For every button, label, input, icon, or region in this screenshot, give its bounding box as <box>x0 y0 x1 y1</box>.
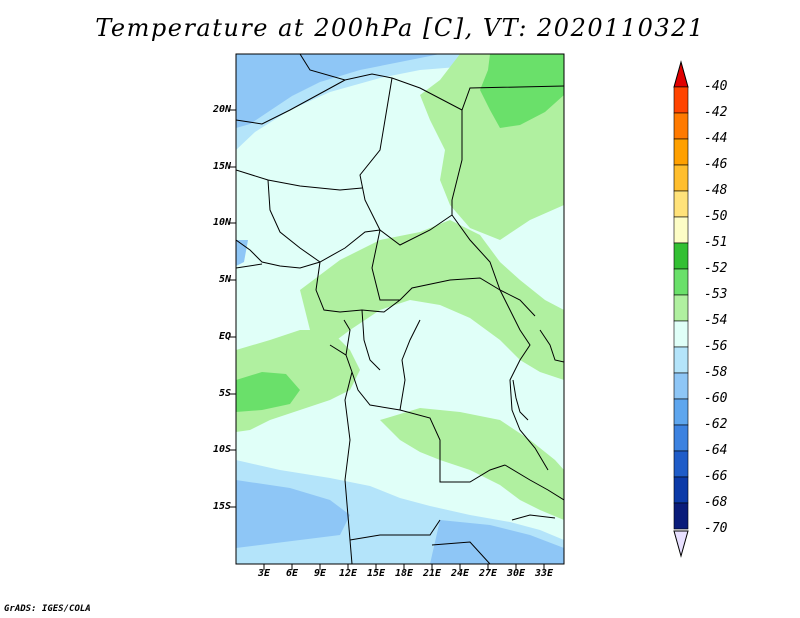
lat-label: 10N <box>212 217 231 228</box>
colorbar-swatch <box>673 190 689 218</box>
colorbar-label: -50 <box>704 209 728 224</box>
lat-label: 20N <box>212 104 231 115</box>
lat-label: 5S <box>218 388 231 399</box>
lon-label: 3E <box>257 568 271 579</box>
colorbar-swatch <box>673 138 689 166</box>
footer-credit: GrADS: IGES/COLA <box>4 604 91 614</box>
colorbar-swatch <box>673 450 689 478</box>
colorbar-swatch <box>673 216 689 244</box>
blue-south-east <box>430 520 564 564</box>
colorbar-swatch <box>673 476 689 504</box>
colorbar-swatch <box>673 112 689 140</box>
colorbar-top-arrow <box>673 60 689 88</box>
colorbar-swatch <box>673 294 689 322</box>
colorbar-label: -42 <box>704 105 728 120</box>
colorbar-swatch <box>673 398 689 426</box>
colorbar-label: -46 <box>704 157 728 172</box>
lon-label: 15E <box>366 568 386 579</box>
lat-label: EQ <box>218 331 231 342</box>
colorbar-swatch <box>673 424 689 452</box>
lat-label: 15S <box>212 501 231 512</box>
colorbar-swatch <box>673 372 689 400</box>
lon-label: 9E <box>313 568 327 579</box>
lon-label: 18E <box>394 568 414 579</box>
colorbar-label: -54 <box>704 313 728 328</box>
country-borders <box>236 54 564 564</box>
green-south <box>380 408 564 520</box>
colorbar-label: -62 <box>704 417 728 432</box>
colorbar <box>673 86 689 530</box>
lon-label: 12E <box>338 568 358 579</box>
colorbar-label: -66 <box>704 469 728 484</box>
lat-label: 10S <box>212 444 231 455</box>
colorbar-swatch <box>673 320 689 348</box>
green-strong-ne <box>480 54 564 128</box>
colorbar-label: -58 <box>704 365 728 380</box>
colorbar-label: -64 <box>704 443 728 458</box>
colorbar-label: -56 <box>704 339 728 354</box>
colorbar-bottom-arrow <box>673 530 689 558</box>
lon-label: 21E <box>422 568 442 579</box>
green-west-strong <box>236 372 300 412</box>
colorbar-label: -53 <box>704 287 728 302</box>
colorbar-swatch <box>673 502 689 530</box>
colorbar-swatch <box>673 164 689 192</box>
colorbar-label: -68 <box>704 495 728 510</box>
blue-region-nw <box>236 54 440 128</box>
colorbar-label: -52 <box>704 261 728 276</box>
colorbar-label: -60 <box>704 391 728 406</box>
lon-label: 27E <box>478 568 498 579</box>
lon-label: 24E <box>450 568 470 579</box>
lon-label: 33E <box>534 568 554 579</box>
colorbar-label: -51 <box>704 235 728 250</box>
temperature-field <box>236 54 564 564</box>
colorbar-swatch <box>673 86 689 114</box>
lon-label: 30E <box>506 568 526 579</box>
axis-ticks <box>230 109 545 570</box>
lon-label: 6E <box>285 568 299 579</box>
colorbar-swatch <box>673 242 689 270</box>
blue-south-deeper <box>236 480 350 548</box>
colorbar-swatch <box>673 268 689 296</box>
colorbar-swatch <box>673 346 689 374</box>
colorbar-label: -48 <box>704 183 728 198</box>
colorbar-label: -70 <box>704 521 728 536</box>
map-frame <box>235 53 565 565</box>
colorbar-label: -44 <box>704 131 728 146</box>
lat-label: 15N <box>212 161 231 172</box>
lat-label: 5N <box>218 274 231 285</box>
colorbar-label: -40 <box>704 79 728 94</box>
chart-title: Temperature at 200hPa [C], VT: 202011032… <box>95 14 705 42</box>
green-central <box>300 220 564 380</box>
